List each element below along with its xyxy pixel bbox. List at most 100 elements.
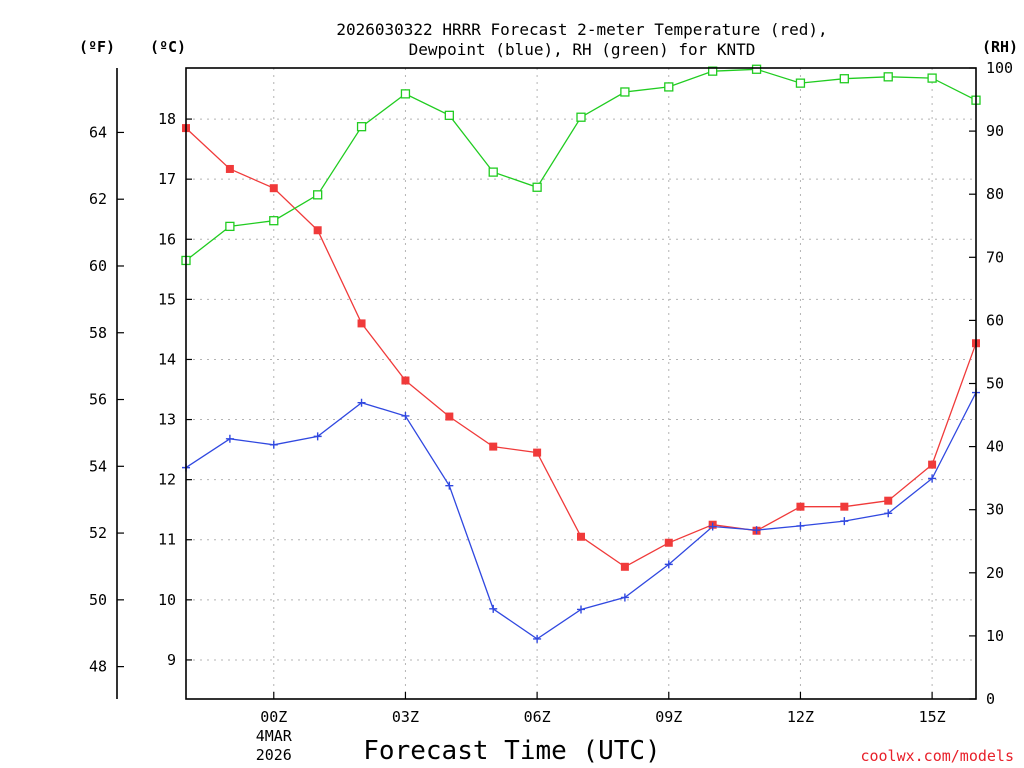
rh-point (269, 216, 279, 226)
rh-point (488, 167, 498, 177)
rh-unit-label: (RH) (982, 38, 1018, 56)
celsius-tick-label: 14 (158, 350, 176, 368)
dewpoint-point (225, 434, 234, 443)
rh-point (795, 78, 806, 88)
temperature-point (401, 376, 410, 385)
temperature-point (489, 442, 498, 451)
rh-point (620, 87, 630, 97)
rh-point (400, 89, 411, 99)
temperature-point (577, 532, 585, 541)
celsius-tick-label: 10 (158, 591, 176, 609)
x-axis-title: Forecast Time (UTC) (363, 736, 660, 766)
rh-point (927, 73, 937, 83)
fahrenheit-tick-label: 64 (89, 123, 107, 141)
rh-tick-label: 20 (986, 564, 1004, 582)
x-tick-year-label: 2026 (256, 746, 292, 764)
temperature-point (445, 412, 454, 421)
x-tick-date-label: 4MAR (256, 727, 293, 745)
rh-point (751, 64, 762, 74)
rh-point (225, 221, 235, 232)
temperature-point (664, 538, 673, 547)
x-tick-label: 12Z (787, 708, 814, 726)
temperature-point (796, 502, 805, 511)
celsius-tick-label: 16 (158, 230, 176, 248)
rh-point (444, 110, 454, 120)
rh-point (313, 190, 323, 200)
dewpoint-point (708, 522, 717, 531)
rh-tick-label: 50 (986, 375, 1004, 393)
rh-point (356, 122, 367, 132)
dewpoint-point (664, 560, 673, 569)
chart-title-line-2: Dewpoint (blue), RH (green) for KNTD (409, 40, 756, 59)
celsius-unit-label: (ºC) (150, 38, 186, 56)
celsius-tick-label: 13 (158, 411, 176, 429)
dewpoint-point (269, 440, 278, 449)
celsius-tick-label: 12 (158, 471, 176, 489)
dewpoint-point (884, 509, 893, 518)
fahrenheit-tick-label: 54 (89, 457, 107, 475)
dewpoint-point (840, 517, 849, 526)
rh-point (839, 74, 849, 84)
plot-frame (185, 67, 977, 700)
dewpoint-point (928, 474, 937, 483)
temperature-point (225, 164, 234, 173)
rh-tick-label: 100 (986, 59, 1013, 77)
dewpoint-point (489, 604, 498, 613)
dewpoint-point (620, 593, 629, 602)
rh-tick-label: 80 (986, 185, 1004, 203)
credit-text: coolwx.com/models (860, 747, 1014, 765)
fahrenheit-unit-label: (ºF) (79, 38, 115, 56)
dewpoint-line (185, 392, 977, 640)
series-lines (185, 68, 977, 640)
dewpoint-point (357, 398, 366, 407)
x-tick-label: 03Z (392, 708, 419, 726)
rh-axis: 0 10 20 30 40 50 60 70 80 90 100 (969, 59, 1013, 708)
temperature-point (313, 226, 322, 235)
rh-tick-label: 0 (986, 690, 995, 708)
temperature-line (185, 127, 977, 568)
fahrenheit-tick-label: 58 (89, 324, 107, 342)
fahrenheit-tick-label: 52 (89, 524, 107, 542)
rh-line (185, 68, 977, 262)
temperature-point (533, 448, 542, 457)
celsius-tick-label: 11 (158, 531, 176, 549)
temperature-point (269, 184, 278, 193)
rh-point (664, 82, 674, 92)
temperature-point (840, 502, 849, 511)
x-tick-label: 15Z (919, 708, 946, 726)
rh-tick-label: 70 (986, 248, 1004, 266)
temperature-point (884, 496, 893, 505)
dewpoint-point (401, 411, 410, 420)
celsius-axis: 9 10 11 12 13 14 15 16 17 18 (158, 110, 192, 669)
rh-point (883, 72, 893, 82)
rh-point (708, 66, 718, 76)
rh-tick-label: 40 (986, 438, 1004, 456)
rh-tick-label: 90 (986, 122, 1004, 140)
celsius-tick-label: 18 (158, 110, 176, 128)
celsius-tick-label: 15 (158, 290, 176, 308)
fahrenheit-axis: 48 50 52 54 56 58 60 62 64 (89, 68, 124, 699)
temperature-point (357, 319, 366, 328)
series-markers (181, 64, 981, 643)
rh-tick-label: 60 (986, 311, 1004, 329)
x-tick-label: 09Z (655, 708, 682, 726)
gridlines (186, 68, 976, 699)
rh-point (576, 112, 586, 122)
fahrenheit-tick-label: 48 (89, 658, 107, 676)
dewpoint-point (577, 605, 585, 614)
rh-tick-label: 10 (986, 627, 1004, 645)
rh-tick-label: 30 (986, 501, 1004, 519)
temperature-point (928, 460, 937, 469)
celsius-tick-label: 17 (158, 170, 176, 188)
x-tick-label: 06Z (524, 708, 551, 726)
dewpoint-point (752, 526, 761, 535)
chart-title-line-1: 2026030322 HRRR Forecast 2-meter Tempera… (336, 20, 827, 39)
x-tick-label: 00Z (260, 708, 287, 726)
dewpoint-point (796, 521, 805, 530)
fahrenheit-tick-label: 62 (89, 190, 107, 208)
celsius-tick-label: 9 (167, 651, 176, 669)
fahrenheit-tick-label: 56 (89, 391, 107, 409)
dewpoint-point (533, 634, 542, 643)
